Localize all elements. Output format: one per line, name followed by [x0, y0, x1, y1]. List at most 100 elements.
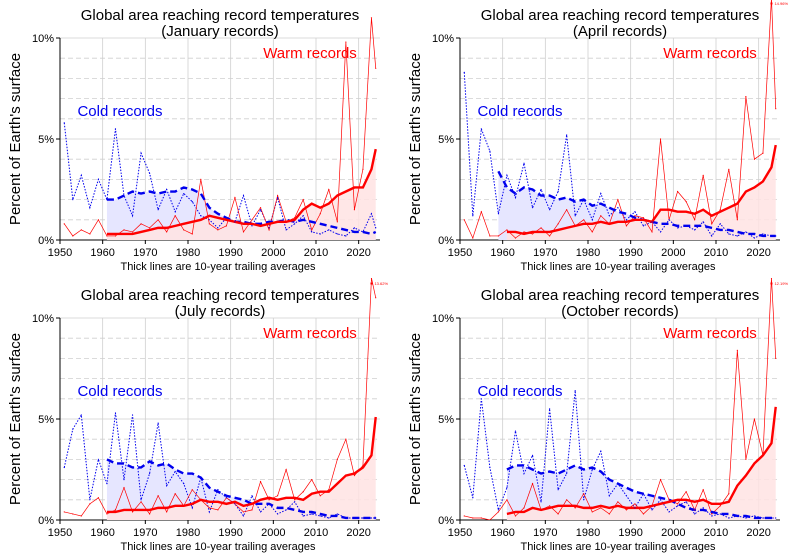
- warm-record-point: [702, 489, 704, 491]
- warm-record-point: [294, 499, 296, 501]
- cold-records-label: Cold records: [77, 103, 162, 120]
- peak-data-label: 13.62%: [374, 281, 388, 286]
- warm-record-point: [677, 503, 679, 505]
- plot-area: [63, 278, 377, 520]
- warm-record-point: [762, 454, 764, 456]
- cold-record-point: [711, 235, 713, 237]
- x-tick-label: 2000: [661, 247, 685, 259]
- cold-record-point: [294, 501, 296, 503]
- cold-record-point: [540, 501, 542, 503]
- x-tick-label: 2020: [346, 527, 370, 539]
- cold-records-average-line: [497, 170, 776, 238]
- cold-record-point: [574, 215, 576, 217]
- warm-record-point: [285, 468, 287, 471]
- warm-record-point: [191, 489, 193, 491]
- warm-record-point: [89, 233, 91, 235]
- x-tick-label: 1980: [576, 527, 600, 539]
- warm-record-point: [625, 509, 627, 511]
- x-tick-label: 1950: [448, 527, 472, 539]
- y-tick-label: 0%: [38, 515, 54, 527]
- cold-record-point: [208, 219, 210, 221]
- cold-records-line: [63, 412, 376, 519]
- y-axis-label: Percent of Earth's surface: [7, 53, 24, 225]
- x-tick-label: 2010: [704, 247, 728, 259]
- chart-subtitle: (July records): [175, 303, 266, 320]
- warm-record-point: [557, 223, 559, 225]
- cold-record-point: [651, 221, 653, 223]
- warm-record-point: [506, 499, 508, 501]
- warm-record-point: [72, 235, 74, 237]
- cold-record-point: [200, 476, 202, 479]
- chart-title: Global area reaching record temperatures: [81, 7, 359, 24]
- cold-records-line: [63, 122, 377, 237]
- cold-record-point: [557, 190, 559, 193]
- warm-record-point: [711, 513, 713, 515]
- y-tick-label: 5%: [38, 414, 54, 426]
- warm-record-point: [208, 223, 210, 225]
- cold-record-point: [557, 489, 559, 491]
- x-tick-label: 1950: [48, 247, 72, 259]
- warm-record-point: [711, 223, 713, 225]
- warm-record-point: [242, 511, 245, 513]
- cold-record-point: [775, 235, 777, 237]
- x-tick-label: 2000: [261, 527, 285, 539]
- x-tick-label: 1980: [576, 247, 600, 259]
- cold-record-point: [514, 430, 517, 432]
- cold-record-point: [608, 215, 610, 217]
- warm-records-average-line: [106, 148, 377, 236]
- cold-record-point: [166, 188, 168, 191]
- x-tick-label: 2020: [746, 527, 770, 539]
- warm-record-point: [514, 515, 517, 517]
- warm-record-point: [617, 501, 619, 503]
- warm-record-point: [268, 499, 270, 501]
- warm-record-point: [140, 223, 142, 225]
- cold-record-point: [191, 507, 193, 509]
- cold-record-point: [353, 227, 355, 229]
- warm-record-point: [728, 168, 730, 170]
- cold-record-point: [694, 513, 696, 515]
- cold-record-point: [183, 192, 185, 195]
- y-axis-label: Percent of Earth's surface: [407, 53, 424, 225]
- cold-record-point: [319, 233, 321, 235]
- cold-record-point: [770, 517, 773, 519]
- cold-record-point: [97, 458, 99, 460]
- warm-record-point: [311, 229, 313, 231]
- x-tick-label: 1980: [176, 247, 200, 259]
- cold-record-point: [549, 209, 551, 211]
- warm-records-label: Warm records: [663, 325, 757, 342]
- y-tick-label: 5%: [438, 414, 454, 426]
- warm-record-point: [336, 221, 338, 223]
- warm-record-point: [625, 225, 627, 227]
- warm-record-point: [114, 509, 117, 511]
- warm-record-point: [80, 229, 82, 231]
- cold-record-point: [583, 199, 585, 201]
- warm-record-point: [591, 511, 593, 513]
- warm-record-point: [489, 235, 491, 237]
- warm-record-point: [557, 513, 559, 515]
- warm-record-point: [72, 513, 74, 515]
- warm-record-point: [157, 495, 159, 497]
- warm-record-point: [217, 229, 219, 231]
- cold-record-point: [659, 231, 662, 233]
- cold-record-point: [702, 507, 704, 509]
- warm-record-point: [328, 188, 330, 191]
- x-tick-label: 2020: [346, 247, 370, 259]
- warm-record-point: [328, 489, 330, 491]
- warm-record-point: [106, 235, 108, 237]
- y-tick-label: 5%: [438, 134, 454, 146]
- warm-record-point: [375, 67, 377, 69]
- warm-record-point: [489, 519, 491, 520]
- cold-average-fill: [106, 459, 376, 520]
- cold-record-point: [353, 517, 355, 519]
- warm-record-point: [608, 513, 610, 515]
- x-tick-label: 1970: [533, 247, 557, 259]
- warm-record-point: [566, 499, 568, 501]
- x-tick-label: 1960: [90, 247, 114, 259]
- cold-record-point: [634, 211, 636, 213]
- warm-record-point: [753, 158, 755, 160]
- warm-record-point: [183, 229, 185, 231]
- warm-record-point: [702, 174, 704, 176]
- warm-record-point: [208, 507, 210, 509]
- warm-record-point: [336, 458, 338, 460]
- warm-records-average-line: [106, 416, 377, 514]
